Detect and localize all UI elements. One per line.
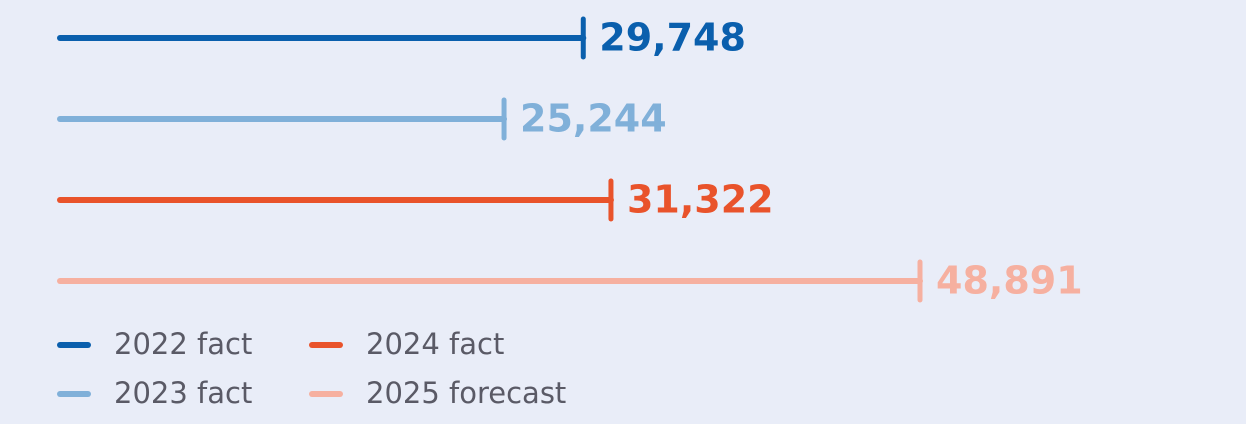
value-label: 29,748 <box>599 16 746 60</box>
value-label: 48,891 <box>936 259 1083 303</box>
legend-label: 2024 fact <box>366 327 504 361</box>
legend-label: 2025 forecast <box>366 376 566 410</box>
value-label: 31,322 <box>627 178 774 222</box>
value-label: 25,244 <box>520 97 667 141</box>
legend-label: 2022 fact <box>114 327 252 361</box>
legend-label: 2023 fact <box>114 376 252 410</box>
